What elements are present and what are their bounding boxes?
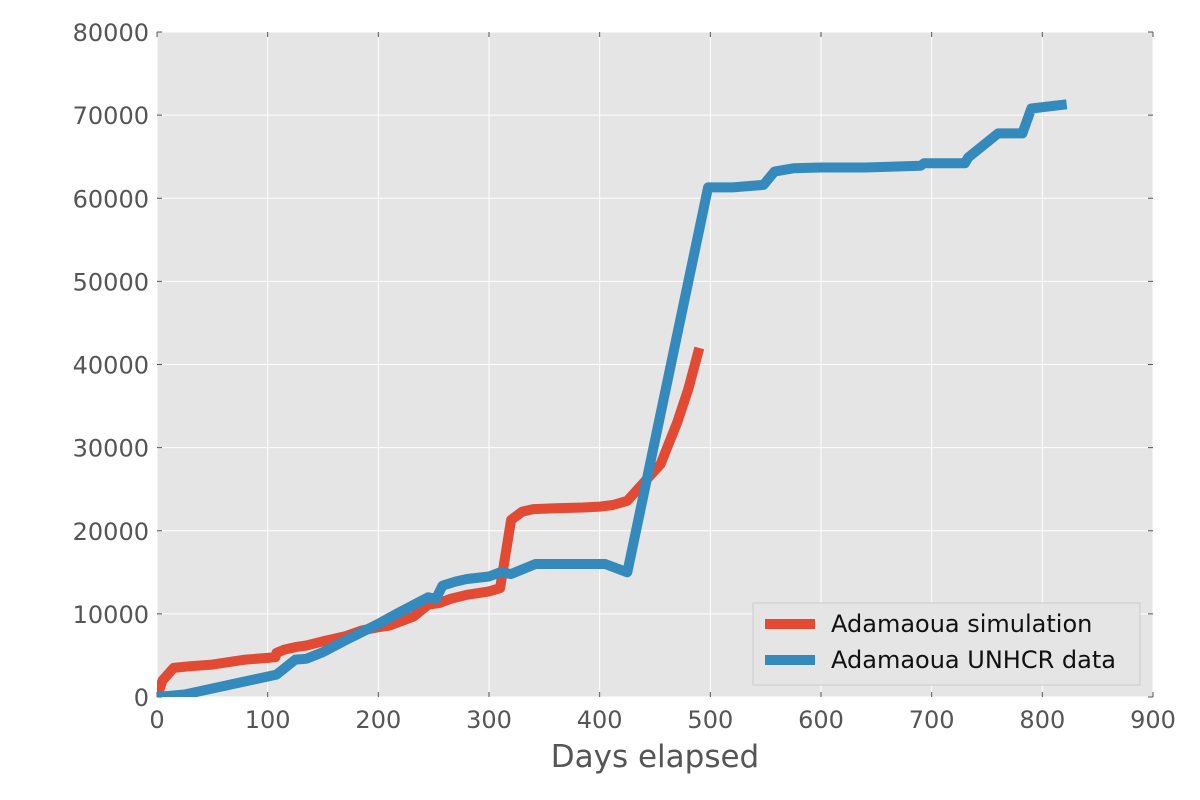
series-line-unhcr-data bbox=[157, 99, 1068, 697]
y-tick-label: 10000 bbox=[73, 601, 149, 629]
legend-box bbox=[752, 602, 1141, 686]
y-tick-label: 50000 bbox=[73, 268, 149, 296]
legend-label: Adamaoua UNHCR data bbox=[831, 646, 1116, 674]
y-tick-label: 40000 bbox=[73, 352, 149, 380]
x-tick-label: 300 bbox=[466, 706, 512, 734]
y-tick-labels: 0 10000 20000 30000 40000 50000 60000 70000 8000… bbox=[73, 19, 149, 712]
x-axis-label: Days elapsed bbox=[551, 739, 759, 775]
x-tick-label: 600 bbox=[798, 706, 844, 734]
legend-label: Adamaoua simulation bbox=[831, 610, 1092, 638]
y-tick-label: 80000 bbox=[73, 19, 149, 47]
y-tick-label: 30000 bbox=[73, 435, 149, 463]
x-tick-label: 0 bbox=[149, 706, 164, 734]
x-tick-label: 800 bbox=[1019, 706, 1065, 734]
legend: Adamaoua simulation Adamaoua UNHCR data bbox=[752, 602, 1141, 686]
x-tick-label: 500 bbox=[687, 706, 733, 734]
x-tick-labels: 0 100 200 300 400 500 600 700 800 900 bbox=[149, 706, 1176, 734]
y-tick-label: 0 bbox=[134, 684, 149, 712]
series-line-simulation bbox=[157, 346, 705, 697]
x-tick-label: 700 bbox=[909, 706, 955, 734]
y-tick-label: 70000 bbox=[73, 102, 149, 130]
y-tick-label: 60000 bbox=[73, 185, 149, 213]
x-tick-label: 200 bbox=[355, 706, 401, 734]
y-tick-label: 20000 bbox=[73, 518, 149, 546]
x-tick-label: 900 bbox=[1130, 706, 1176, 734]
x-tick-label: 100 bbox=[245, 706, 291, 734]
x-tick-label: 400 bbox=[577, 706, 623, 734]
series-lines bbox=[157, 99, 1068, 697]
